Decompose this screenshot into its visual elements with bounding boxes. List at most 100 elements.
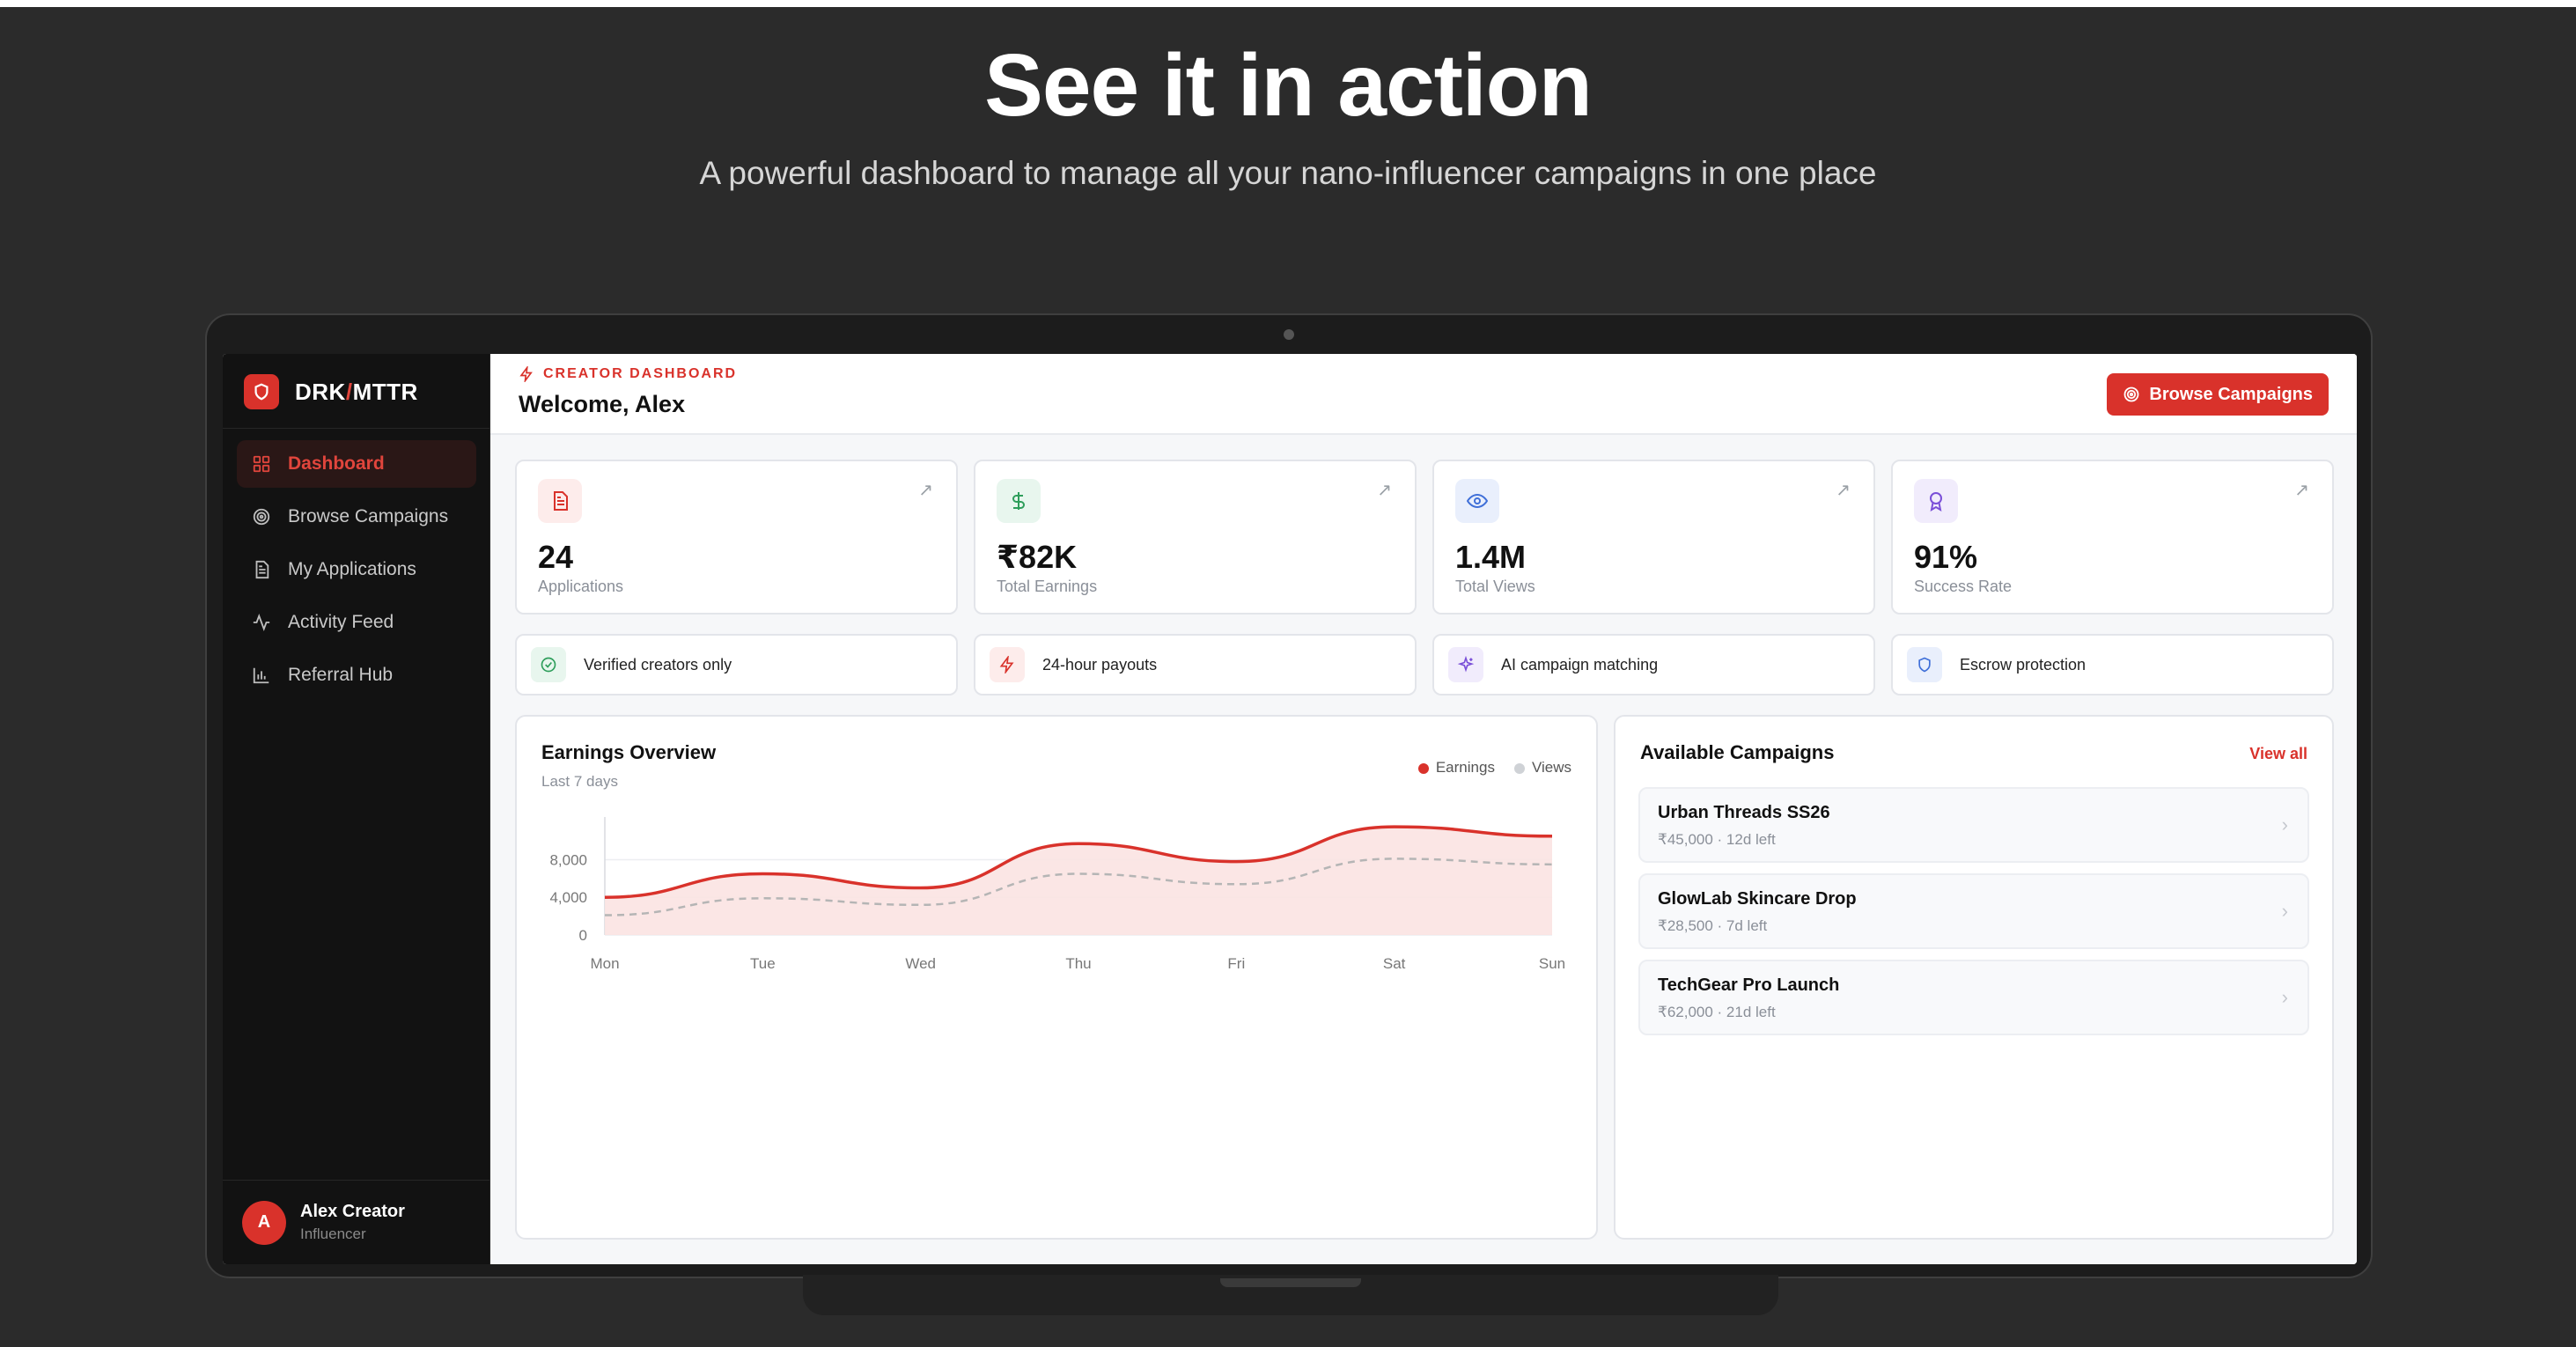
lightning-icon bbox=[519, 366, 533, 382]
earnings-overview-panel: Earnings Overview Last 7 days Earnings V… bbox=[515, 715, 1598, 1240]
stat-label: Total Earnings bbox=[997, 578, 1098, 595]
avatar: A bbox=[242, 1200, 286, 1245]
sidebar-item-label: My Applications bbox=[288, 559, 416, 579]
stat-label: Applications bbox=[538, 578, 624, 595]
sidebar-item-label: Referral Hub bbox=[288, 665, 394, 685]
campaigns-title: Available Campaigns bbox=[1640, 741, 1835, 763]
stat-value: 91% bbox=[1914, 539, 1978, 575]
y-tick-label: 4,000 bbox=[549, 889, 587, 906]
eye-icon bbox=[1455, 479, 1499, 523]
stats-row: ↗ 24 Applications ↗ ₹82K Total Earnings bbox=[515, 460, 2334, 615]
feature-label: Verified creators only bbox=[584, 655, 732, 674]
x-tick-label: Tue bbox=[750, 955, 776, 972]
sidebar: DRK/MTTR Dashboard Browse Campaigns bbox=[223, 354, 490, 1264]
sidebar-item-my-applications[interactable]: My Applications bbox=[237, 546, 476, 593]
hero-title: See it in action bbox=[984, 36, 1593, 135]
user-name: Alex Creator bbox=[300, 1202, 405, 1221]
activity-icon bbox=[251, 612, 272, 633]
chart-subtitle: Last 7 days bbox=[541, 773, 618, 790]
stat-card-applications[interactable]: ↗ 24 Applications bbox=[515, 460, 958, 615]
laptop-frame: DRK/MTTR Dashboard Browse Campaigns bbox=[205, 313, 2373, 1278]
sidebar-item-label: Activity Feed bbox=[288, 612, 394, 632]
chevron-right-icon: › bbox=[2281, 900, 2288, 922]
x-tick-label: Thu bbox=[1065, 955, 1091, 972]
check-circle-icon bbox=[531, 647, 566, 682]
target-icon bbox=[251, 506, 272, 527]
legend-dot bbox=[1513, 762, 1525, 774]
sidebar-item-browse-campaigns[interactable]: Browse Campaigns bbox=[237, 493, 476, 541]
sidebar-nav: Dashboard Browse Campaigns My Applicatio… bbox=[237, 440, 476, 704]
arrow-up-right-icon: ↗ bbox=[1836, 481, 1851, 500]
feature-label: AI campaign matching bbox=[1501, 655, 1659, 674]
legend-label: Earnings bbox=[1435, 759, 1495, 776]
arrow-up-right-icon: ↗ bbox=[2294, 481, 2309, 500]
legend-dot bbox=[1417, 762, 1429, 774]
bar-chart-icon bbox=[251, 665, 272, 686]
feature-label: Escrow protection bbox=[1960, 655, 2087, 674]
brand-name-right: MTTR bbox=[352, 378, 418, 405]
document-icon bbox=[538, 479, 582, 523]
sidebar-item-activity-feed[interactable]: Activity Feed bbox=[237, 599, 476, 646]
brand-name: DRK/MTTR bbox=[295, 379, 418, 406]
campaign-name: TechGear Pro Launch bbox=[1658, 975, 1840, 995]
campaign-name: Urban Threads SS26 bbox=[1658, 803, 1830, 822]
browse-campaigns-button[interactable]: Browse Campaigns bbox=[2107, 373, 2329, 416]
user-info: Alex Creator Influencer bbox=[300, 1202, 405, 1243]
view-all-link[interactable]: View all bbox=[2249, 745, 2307, 762]
arrow-up-right-icon: ↗ bbox=[918, 481, 933, 500]
campaign-meta: ₹62,000 · 21d left bbox=[1658, 1004, 1776, 1020]
brand-name-left: DRK bbox=[295, 378, 346, 405]
laptop-base bbox=[803, 1275, 1778, 1315]
camera-dot bbox=[1284, 329, 1294, 340]
x-tick-label: Mon bbox=[590, 955, 619, 972]
legend-item-views[interactable]: Views bbox=[1513, 759, 1571, 777]
brand-name-separator: / bbox=[345, 378, 353, 405]
laptop-notch bbox=[1220, 1278, 1361, 1287]
legend-item-earnings[interactable]: Earnings bbox=[1417, 759, 1495, 777]
dollar-icon bbox=[997, 479, 1041, 523]
earnings-area bbox=[605, 827, 1552, 935]
sidebar-divider bbox=[223, 428, 490, 429]
page-title: Welcome, Alex bbox=[519, 391, 686, 417]
stat-card-views[interactable]: ↗ 1.4M Total Views bbox=[1432, 460, 1875, 615]
hero-subtitle: A powerful dashboard to manage all your … bbox=[699, 155, 1877, 191]
x-tick-label: Wed bbox=[905, 955, 936, 972]
stat-card-earnings[interactable]: ↗ ₹82K Total Earnings bbox=[974, 460, 1417, 615]
stat-card-success-rate[interactable]: ↗ 91% Success Rate bbox=[1891, 460, 2334, 615]
feature-payouts: 24-hour payouts bbox=[974, 634, 1417, 696]
sparkle-icon bbox=[1448, 647, 1483, 682]
campaign-list: Urban Threads SS26 ₹45,000 · 12d left › … bbox=[1638, 787, 2309, 1046]
campaign-item[interactable]: GlowLab Skincare Drop ₹28,500 · 7d left … bbox=[1638, 873, 2309, 949]
top-bar: CREATOR DASHBOARD Welcome, Alex Browse C… bbox=[490, 354, 2357, 435]
lightning-icon bbox=[990, 647, 1025, 682]
user-profile[interactable]: A Alex Creator Influencer bbox=[223, 1180, 490, 1264]
campaign-meta: ₹28,500 · 7d left bbox=[1658, 917, 1768, 934]
chart-legend: Earnings Views bbox=[1417, 759, 1571, 777]
campaign-item[interactable]: TechGear Pro Launch ₹62,000 · 21d left › bbox=[1638, 960, 2309, 1035]
available-campaigns-panel: Available Campaigns View all Urban Threa… bbox=[1614, 715, 2334, 1240]
campaign-item[interactable]: Urban Threads SS26 ₹45,000 · 12d left › bbox=[1638, 787, 2309, 863]
document-icon bbox=[251, 559, 272, 580]
stat-label: Success Rate bbox=[1914, 578, 2013, 595]
shield-logo-icon bbox=[244, 374, 279, 409]
stat-value: 1.4M bbox=[1455, 539, 1527, 575]
features-row: Verified creators only 24-hour payouts A… bbox=[515, 634, 2334, 696]
browse-button-label: Browse Campaigns bbox=[2149, 384, 2313, 404]
sidebar-item-referral-hub[interactable]: Referral Hub bbox=[237, 651, 476, 699]
stat-value: 24 bbox=[538, 539, 574, 575]
main-content: CREATOR DASHBOARD Welcome, Alex Browse C… bbox=[490, 354, 2357, 1264]
x-tick-label: Sun bbox=[1539, 955, 1565, 972]
earnings-chart: 0 4,000 8,000 Mon Tue Wed Thu Fri Sat Sun bbox=[549, 817, 1565, 972]
award-icon bbox=[1914, 479, 1958, 523]
chart-title: Earnings Overview bbox=[541, 741, 717, 763]
brand[interactable]: DRK/MTTR bbox=[244, 372, 418, 412]
sidebar-item-dashboard[interactable]: Dashboard bbox=[237, 440, 476, 488]
chevron-right-icon: › bbox=[2281, 986, 2288, 1008]
x-tick-label: Fri bbox=[1227, 955, 1245, 972]
chevron-right-icon: › bbox=[2281, 813, 2288, 835]
y-tick-label: 8,000 bbox=[549, 851, 587, 868]
stat-label: Total Views bbox=[1455, 578, 1535, 595]
shield-icon bbox=[1907, 647, 1942, 682]
feature-escrow: Escrow protection bbox=[1891, 634, 2334, 696]
feature-label: 24-hour payouts bbox=[1042, 655, 1158, 674]
